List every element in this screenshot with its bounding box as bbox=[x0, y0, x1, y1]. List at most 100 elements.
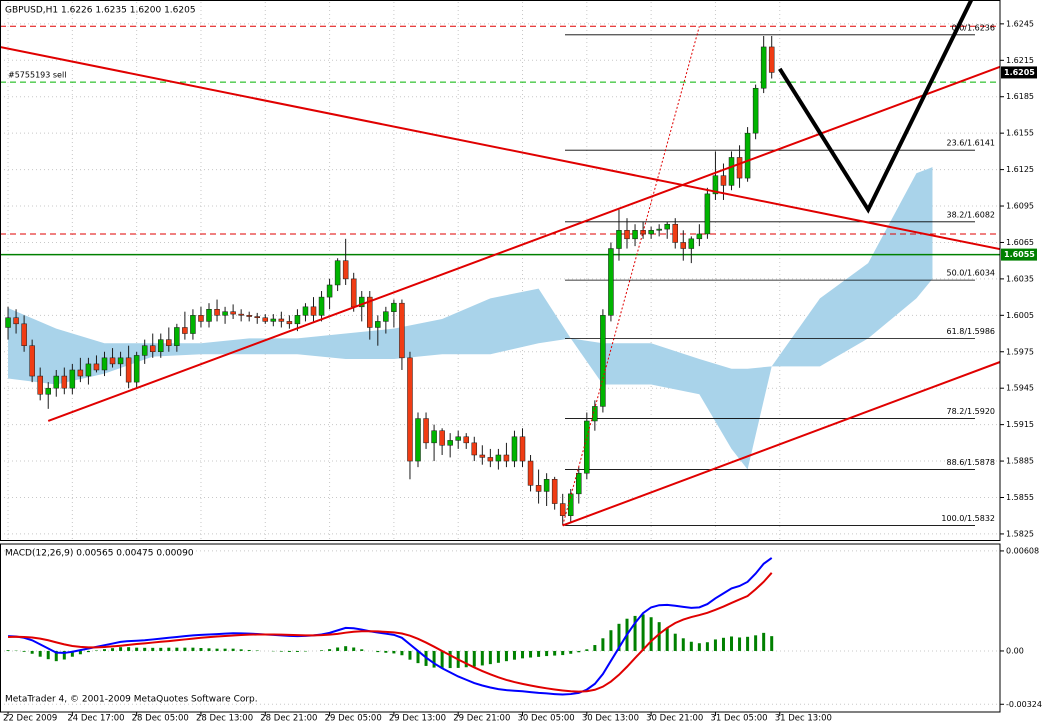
histogram-bar bbox=[738, 637, 742, 651]
y-tick-label: 1.6125 bbox=[1006, 165, 1034, 174]
candle-body bbox=[13, 317, 19, 325]
candle-body bbox=[109, 357, 116, 365]
histogram-bar bbox=[665, 627, 669, 651]
candle-body bbox=[391, 302, 397, 312]
histogram-bar bbox=[432, 650, 436, 668]
candle-body bbox=[302, 306, 309, 316]
histogram-bar bbox=[215, 648, 219, 651]
candle-body bbox=[254, 316, 260, 319]
histogram-bar bbox=[352, 647, 356, 651]
candle-body bbox=[503, 454, 510, 462]
histogram-bar bbox=[6, 650, 10, 651]
candle-body bbox=[61, 375, 68, 389]
histogram-bar bbox=[199, 647, 203, 651]
histogram-bar bbox=[287, 650, 291, 652]
candle-body bbox=[125, 357, 132, 383]
trendline bbox=[47, 65, 1000, 422]
candle-body bbox=[158, 339, 164, 353]
candle-body bbox=[600, 315, 606, 407]
histogram-bar bbox=[223, 648, 227, 651]
candle-body bbox=[688, 238, 695, 249]
candle-body bbox=[133, 355, 140, 383]
histogram-bar bbox=[601, 638, 605, 651]
histogram-bar bbox=[697, 643, 701, 651]
macd-title: MACD(12,26,9) 0.00565 0.00475 0.00090 bbox=[5, 549, 194, 559]
y-tick-label: 0.00608 bbox=[1006, 546, 1039, 555]
candle-body bbox=[350, 278, 357, 308]
histogram-bar bbox=[279, 650, 283, 652]
order-label: #5755193 sell bbox=[8, 71, 66, 80]
candle-body bbox=[45, 387, 51, 395]
candle-body bbox=[399, 302, 405, 359]
trendline bbox=[778, 0, 974, 214]
x-tick-label: 30 Dec 13:00 bbox=[582, 714, 639, 724]
histogram-bar bbox=[762, 632, 766, 651]
histogram-bar bbox=[191, 647, 195, 651]
histogram-bar bbox=[617, 623, 621, 651]
candle-body bbox=[455, 436, 461, 441]
candle-body bbox=[101, 357, 108, 371]
candle-body bbox=[190, 315, 196, 334]
histogram-bar bbox=[127, 647, 131, 651]
histogram-bar bbox=[496, 650, 500, 663]
histogram-bar bbox=[392, 650, 396, 654]
histogram-bar bbox=[633, 615, 637, 651]
candle-body bbox=[712, 175, 719, 195]
candle-body bbox=[744, 132, 751, 179]
histogram-bar bbox=[135, 647, 139, 651]
candle-body bbox=[527, 460, 534, 486]
histogram-bar bbox=[730, 636, 734, 651]
y-tick-label: 1.5915 bbox=[1006, 420, 1034, 429]
candle-body bbox=[447, 440, 453, 446]
candle-body bbox=[632, 230, 638, 240]
histogram-bar bbox=[70, 650, 74, 657]
candle-body bbox=[286, 321, 293, 325]
candle-body bbox=[334, 260, 341, 286]
x-tick-label: 30 Dec 05:00 bbox=[518, 714, 575, 724]
histogram-bar bbox=[22, 650, 26, 652]
histogram-bar bbox=[247, 649, 251, 651]
y-tick-label: 1.6215 bbox=[1006, 56, 1034, 65]
histogram-bar bbox=[167, 647, 171, 651]
candle-body bbox=[198, 315, 204, 322]
histogram-bar bbox=[649, 617, 653, 651]
x-tick-label: 24 Dec 17:00 bbox=[67, 714, 124, 724]
candle-body bbox=[149, 345, 156, 353]
candle-body bbox=[423, 418, 429, 444]
histogram-bar bbox=[512, 650, 516, 660]
candle-body bbox=[656, 228, 662, 231]
candle-body bbox=[696, 233, 703, 240]
candle-body bbox=[93, 363, 100, 371]
histogram-bar bbox=[569, 650, 573, 654]
histogram-bar bbox=[681, 638, 685, 651]
y-tick-label: 1.5945 bbox=[1006, 384, 1034, 393]
histogram-bar bbox=[464, 650, 468, 668]
candle-body bbox=[736, 157, 743, 179]
candle-body bbox=[511, 436, 518, 462]
histogram-bar bbox=[641, 614, 645, 651]
candle-body bbox=[479, 454, 486, 458]
x-tick-label: 28 Dec 05:00 bbox=[132, 714, 189, 724]
candle-body bbox=[69, 369, 76, 389]
histogram-bar bbox=[689, 641, 693, 651]
macd-plot bbox=[0, 550, 1000, 705]
y-tick-label: 1.6065 bbox=[1006, 238, 1034, 247]
fib-label: 78.2/1.5920 bbox=[947, 407, 996, 416]
x-tick-label: 29 Dec 13:00 bbox=[389, 714, 446, 724]
histogram-bar bbox=[175, 647, 179, 651]
histogram-bar bbox=[111, 648, 115, 651]
histogram-bar bbox=[119, 647, 123, 651]
candle-body bbox=[230, 311, 236, 315]
y-tick-label: -0.00324 bbox=[1006, 700, 1042, 709]
candle-body bbox=[383, 311, 389, 322]
macd-line bbox=[8, 572, 773, 693]
y-tick-label: 1.5855 bbox=[1006, 493, 1034, 502]
candle-body bbox=[648, 230, 654, 235]
x-tick-label: 30 Dec 21:00 bbox=[646, 714, 703, 724]
fib-label: 0.0/1.6236 bbox=[952, 23, 995, 32]
histogram-bar bbox=[448, 650, 452, 669]
histogram-bar bbox=[593, 645, 597, 651]
histogram-bar bbox=[416, 650, 420, 664]
